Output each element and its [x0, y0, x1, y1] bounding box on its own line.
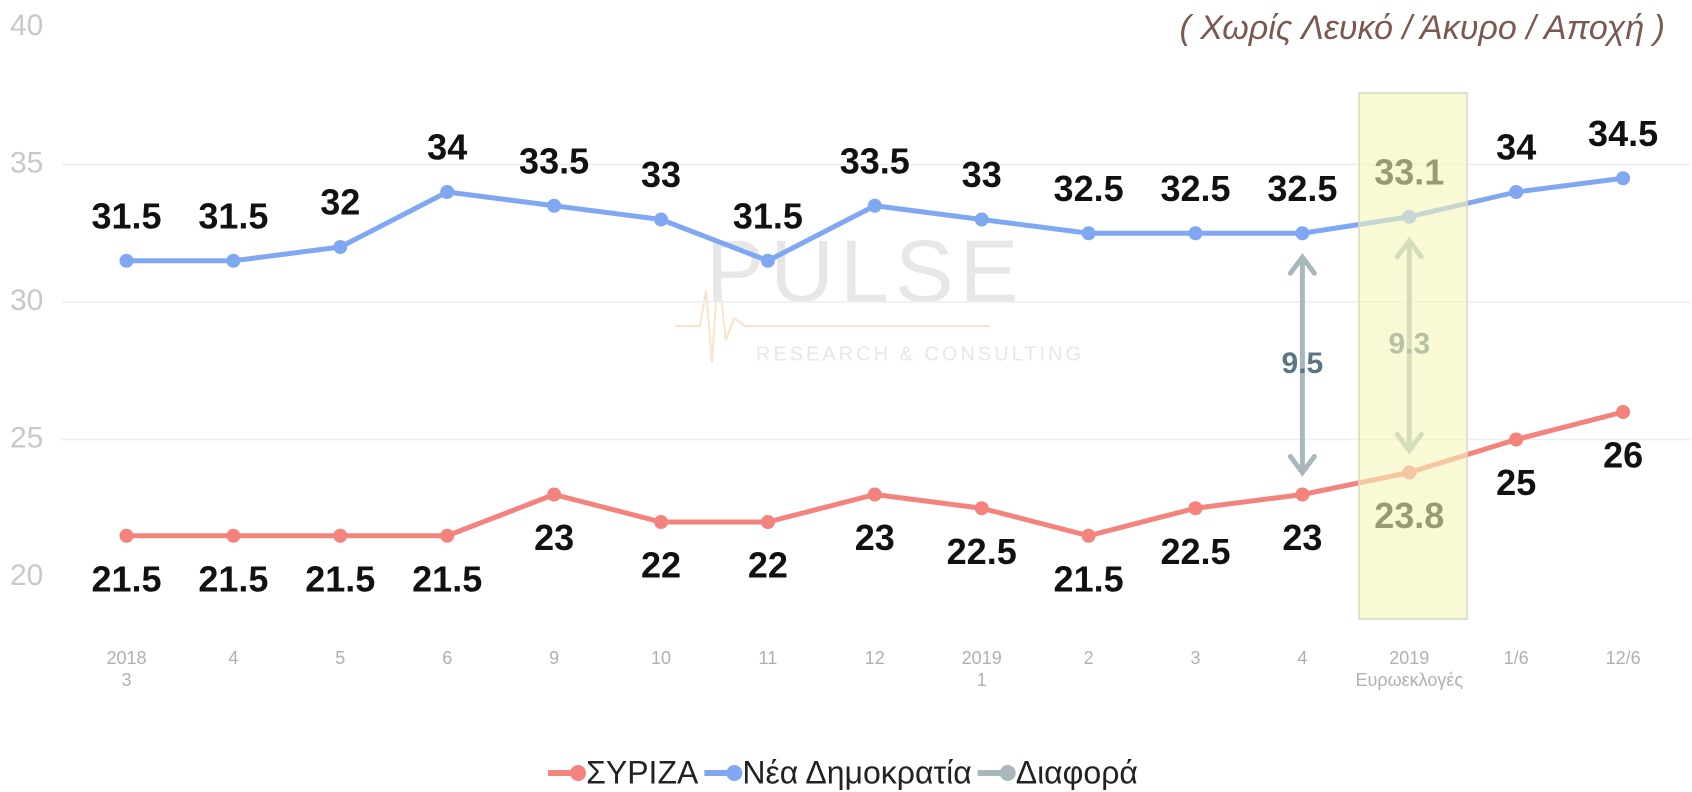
- y-tick-label: 30: [10, 284, 43, 317]
- data-label: 31.5: [198, 195, 268, 236]
- data-label: 21.5: [305, 558, 375, 599]
- data-point: [119, 528, 134, 543]
- data-label: 34: [427, 127, 467, 168]
- data-label: 21.5: [198, 558, 268, 599]
- data-label: 33: [962, 154, 1002, 195]
- data-label: 26: [1603, 435, 1643, 476]
- legend-dot: [726, 765, 743, 781]
- data-label: 33: [641, 154, 681, 195]
- data-point: [1188, 501, 1203, 516]
- difference-arrow: [1287, 253, 1317, 477]
- data-label: 22: [641, 545, 681, 586]
- legend-label: ΣΥΡΙΖΑ: [586, 754, 699, 790]
- data-point: [974, 212, 989, 227]
- data-label: 32.5: [1054, 168, 1124, 209]
- x-tick-label: 3: [121, 670, 131, 690]
- data-label: 21.5: [412, 558, 482, 599]
- data-label: 22.5: [1160, 531, 1230, 572]
- data-point: [1188, 226, 1203, 241]
- data-label: 32.5: [1160, 168, 1230, 209]
- x-tick-label: 2018: [106, 648, 146, 668]
- legend-label: Διαφορά: [1016, 754, 1138, 790]
- data-point: [440, 528, 455, 543]
- highlight-box: [1358, 92, 1468, 620]
- data-label: 34: [1496, 127, 1536, 168]
- data-point: [226, 253, 241, 268]
- x-tick-label: 4: [1297, 648, 1307, 668]
- x-tick-label: 10: [651, 648, 671, 668]
- x-tick-label: 2019: [962, 648, 1002, 668]
- x-tick-label: 1/6: [1504, 648, 1529, 668]
- data-point: [440, 185, 455, 199]
- data-point: [1295, 487, 1310, 502]
- data-point: [1616, 171, 1631, 186]
- data-point: [333, 528, 348, 543]
- legend-dot: [570, 765, 587, 781]
- watermark-name: PULSE: [706, 221, 1025, 320]
- data-point: [547, 487, 562, 502]
- data-point: [654, 515, 668, 529]
- difference-label: 9.5: [1282, 347, 1324, 380]
- x-tick-label: 9: [549, 648, 559, 668]
- data-label: 22: [748, 545, 788, 586]
- data-point: [867, 487, 882, 502]
- data-label: 33.5: [519, 140, 589, 181]
- data-point: [547, 198, 562, 213]
- x-tick-label: Ευρωεκλογές: [1355, 670, 1463, 690]
- data-point: [1616, 405, 1631, 419]
- x-tick-label: 2: [1084, 648, 1094, 668]
- data-label: 31.5: [733, 195, 803, 236]
- data-label: 22.5: [947, 531, 1017, 572]
- legend-dot: [999, 765, 1016, 781]
- data-label: 23: [1282, 517, 1322, 558]
- x-tick-label: 5: [335, 648, 345, 668]
- data-point: [119, 253, 134, 268]
- x-tick-label: 4: [228, 648, 238, 668]
- data-point: [974, 501, 989, 516]
- data-label: 31.5: [91, 195, 161, 236]
- data-point: [867, 198, 882, 213]
- data-label: 34.5: [1588, 113, 1658, 154]
- data-point: [760, 515, 775, 529]
- data-point: [654, 212, 668, 227]
- x-tick-label: 11: [759, 648, 778, 668]
- x-tick-label: 3: [1190, 648, 1200, 668]
- data-label: 23: [855, 517, 895, 558]
- data-label: 32.5: [1267, 168, 1337, 209]
- data-point: [1295, 226, 1310, 241]
- legend: ΣΥΡΙΖΑ Νέα Δημοκρατία Διαφορά: [548, 754, 1138, 790]
- data-label: 21.5: [91, 558, 161, 599]
- watermark-tagline: RESEARCH & CONSULTING: [756, 343, 1084, 365]
- chart-title: ( Χωρίς Λευκό / Άκυρο / Αποχή ): [1179, 9, 1665, 47]
- y-tick-label: 35: [10, 146, 43, 179]
- x-tick-label: 6: [442, 648, 452, 668]
- data-point: [1509, 185, 1524, 199]
- data-label: 25: [1496, 462, 1536, 503]
- watermark: PULSE RESEARCH & CONSULTING: [675, 221, 1084, 365]
- data-label: 23: [534, 517, 574, 558]
- x-tick-label: 2019: [1389, 648, 1429, 668]
- data-label: 21.5: [1054, 558, 1124, 599]
- x-tick-label: 12: [865, 648, 885, 668]
- x-tick-label: 12/6: [1606, 648, 1641, 668]
- data-point: [1509, 432, 1524, 447]
- data-point: [226, 528, 241, 543]
- watermark-pulse: [675, 269, 990, 363]
- data-point: [333, 240, 348, 254]
- y-tick-label: 20: [10, 559, 43, 592]
- data-label: 33.5: [840, 140, 910, 181]
- x-tick-label: 1: [977, 670, 987, 690]
- y-tick-label: 40: [10, 9, 43, 42]
- y-tick-label: 25: [10, 421, 43, 454]
- data-label: 32: [320, 182, 360, 223]
- legend-label: Νέα Δημοκρατία: [742, 754, 971, 790]
- data-point: [760, 253, 775, 268]
- data-point: [1081, 528, 1096, 543]
- data-point: [1081, 226, 1096, 241]
